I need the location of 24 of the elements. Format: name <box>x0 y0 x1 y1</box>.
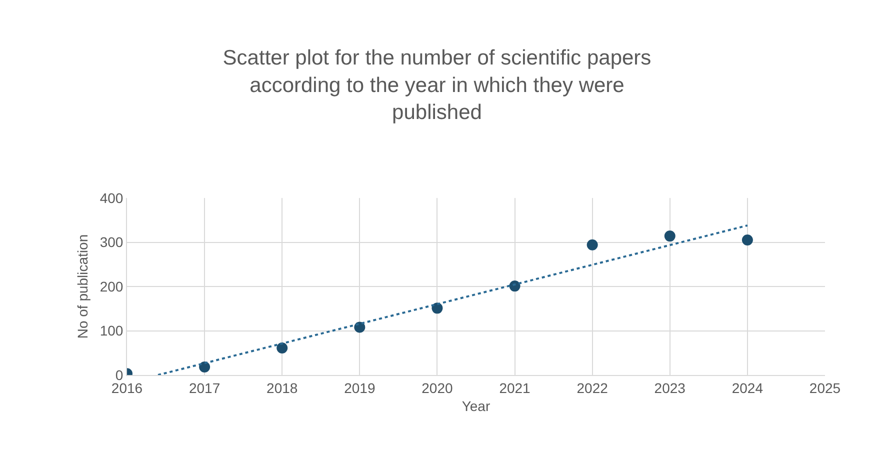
y-tick-label: 300 <box>100 234 124 250</box>
x-tick-label: 2024 <box>732 380 764 396</box>
point <box>432 302 443 314</box>
y-tick-label: 200 <box>100 278 124 294</box>
x-tick-label: 2022 <box>576 380 608 396</box>
x-tick-label: 2017 <box>188 380 220 396</box>
point <box>664 230 676 242</box>
x-tick-label: 2025 <box>809 380 841 396</box>
x-axis-title: Year <box>462 398 490 414</box>
y-axis-title: No of publication <box>74 234 90 339</box>
x-tick-label: 2020 <box>422 380 453 396</box>
y-tick-label: 400 <box>100 190 124 206</box>
x-tick-label: 2018 <box>266 380 298 396</box>
y-tick-label: 100 <box>100 322 124 339</box>
point <box>586 239 598 250</box>
x-tick-label: 2021 <box>499 380 531 396</box>
point <box>509 280 520 292</box>
point <box>276 342 288 354</box>
point <box>742 234 753 246</box>
x-tick-label: 2019 <box>344 380 376 396</box>
point <box>354 322 366 333</box>
x-tick-label: 2023 <box>654 380 686 396</box>
point <box>199 362 210 373</box>
chart-title: Scatter plot for the number of scientific papers according to the year in which they were published <box>222 46 652 124</box>
